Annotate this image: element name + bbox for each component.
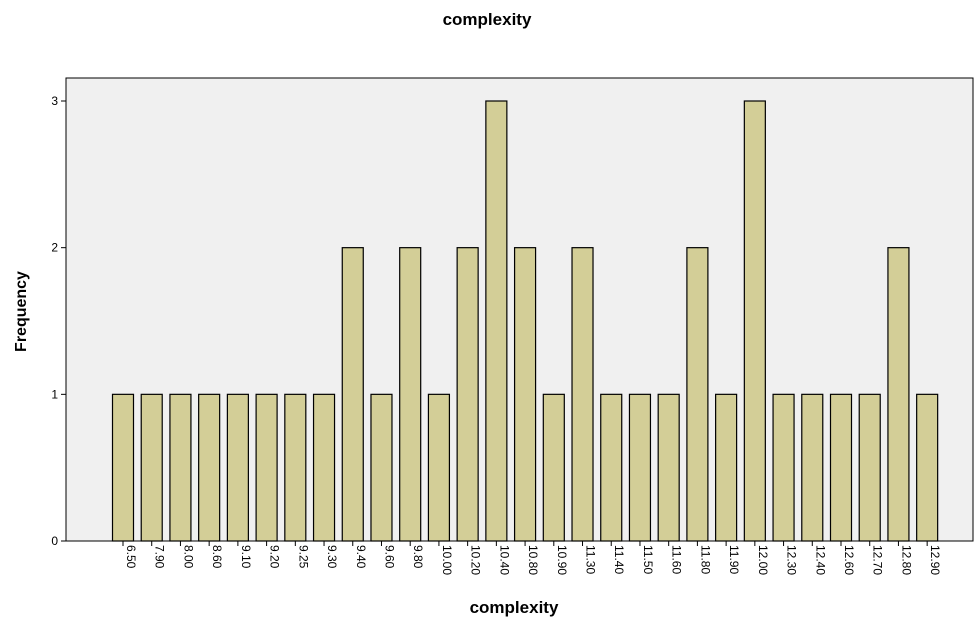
x-tick-label: 11.30 [584,545,598,574]
x-tick-label: 12.70 [871,545,885,575]
x-tick-label: 6.50 [124,545,138,569]
bar-9.30 [312,393,336,542]
bar-8.00 [169,393,192,542]
bar-11.30 [571,247,594,542]
x-tick-label: 12.40 [813,545,827,575]
x-tick-label: 8.60 [210,545,224,569]
bar-12.90 [916,393,939,542]
bar-10.00 [427,393,451,542]
bar-11.60 [657,393,680,542]
y-axis-title: Frequency [13,271,30,352]
chart-plot: 0 1 2 3 Frequency 6.50 7.90 8.00 8.60 9.10 9.20 9.2… [13,77,974,575]
x-tick-label: 12.30 [785,545,799,575]
y-tick-label: 0 [51,534,58,548]
x-tick-label: 11.50 [641,545,655,574]
bar-12.70 [858,393,881,542]
x-tick-label: 10.90 [555,545,569,575]
bar-9.40 [341,247,364,542]
bar-7.90 [140,393,163,542]
x-tick-label: 9.10 [239,545,253,569]
x-tick-label: 10.00 [440,545,454,575]
x-tick-label: 10.80 [526,545,540,575]
bar-9.60 [370,393,393,542]
x-axis-title: complexity [469,598,559,617]
x-tick-label: 11.40 [612,545,626,574]
y-tick-label: 3 [51,94,58,108]
bar-11.40 [600,393,623,542]
bar-12.40 [801,393,824,542]
bar-6.50 [111,393,135,542]
bar-12.60 [829,393,853,542]
x-tick-label: 12.60 [842,545,856,575]
x-tick-label: 11.80 [698,545,712,574]
x-tick-label: 10.20 [469,545,483,575]
bar-9.10 [226,393,249,542]
x-tick-label: 12.80 [899,545,913,575]
bar-9.25 [284,393,307,542]
bar-8.60 [198,393,221,542]
bar-11.50 [628,393,652,542]
bar-11.80 [686,247,709,542]
x-tick-label: 9.60 [382,545,396,569]
x-tick-label: 9.30 [325,545,339,569]
x-tick-label: 11.60 [670,545,684,574]
bar-12.80 [887,247,910,542]
x-tick-label: 9.80 [411,545,425,569]
bar-10.80 [513,247,537,542]
x-tick-label: 10.40 [497,545,511,575]
bar-11.90 [715,393,738,542]
x-tick-label: 8.00 [181,545,195,569]
bar-10.90 [542,393,565,542]
chart-title: complexity [442,10,532,29]
bar-9.20 [255,393,278,542]
x-tick-label: 12.90 [928,545,942,575]
bar-12.30 [772,393,795,542]
x-tick-label: 7.90 [153,545,167,569]
x-tick-label: 11.90 [727,545,741,574]
x-tick-label: 12.00 [756,545,770,575]
x-tick-label: 9.25 [296,545,310,569]
x-tick-label: 9.40 [354,545,368,569]
y-tick-label: 2 [51,241,58,255]
bar-9.80 [399,247,422,542]
bar-10.20 [456,247,479,542]
bar-12.00 [743,100,766,542]
bar-10.40 [485,100,508,542]
y-tick-label: 1 [51,387,58,401]
x-tick-label: 9.20 [268,545,282,569]
